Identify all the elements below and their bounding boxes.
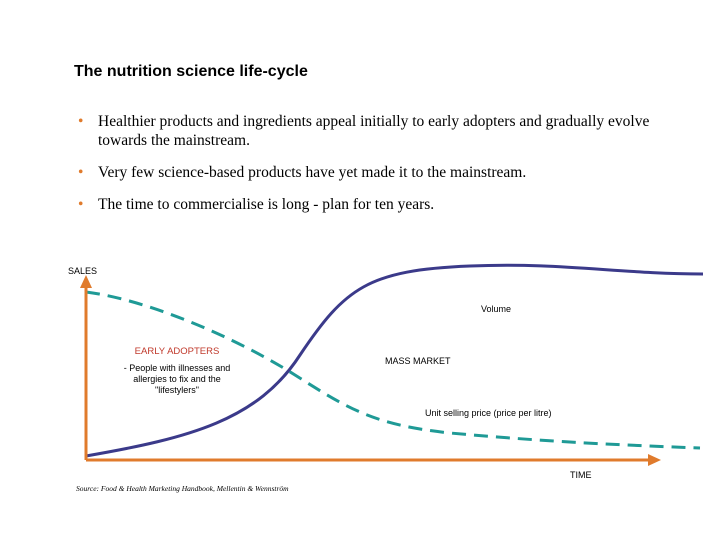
x-axis-arrow: [648, 454, 661, 466]
bullet-list: • Healthier products and ingredients app…: [78, 112, 658, 227]
slide-title: The nutrition science life-cycle: [74, 63, 308, 80]
bullet-item: • Healthier products and ingredients app…: [78, 112, 658, 150]
bullet-text: Very few science-based products have yet…: [98, 164, 527, 181]
source-citation: Source: Food & Health Marketing Handbook…: [76, 484, 289, 493]
price-curve: [85, 290, 701, 450]
mass-market-label: MASS MARKET: [385, 356, 451, 366]
bullet-text: The time to commercialise is long - plan…: [98, 196, 435, 213]
y-axis-arrow: [80, 275, 92, 288]
volume-label: Volume: [481, 304, 512, 314]
bullet-icon: •: [78, 196, 84, 213]
early-adopters-description: - People with illnesses and allergies to…: [123, 363, 231, 395]
volume-curve: [85, 263, 704, 458]
x-axis-label: TIME: [570, 470, 592, 480]
y-axis-label: SALES: [68, 266, 98, 276]
price-label: Unit selling price (price per litre): [425, 408, 552, 418]
bullet-item: • The time to commercialise is long - pl…: [78, 195, 658, 214]
early-adopters-title: EARLY ADOPTERS: [134, 346, 220, 357]
bullet-icon: •: [78, 164, 84, 181]
bullet-text: Healthier products and ingredients appea…: [98, 113, 650, 149]
bullet-item: • Very few science-based products have y…: [78, 163, 658, 182]
bullet-icon: •: [78, 113, 84, 130]
